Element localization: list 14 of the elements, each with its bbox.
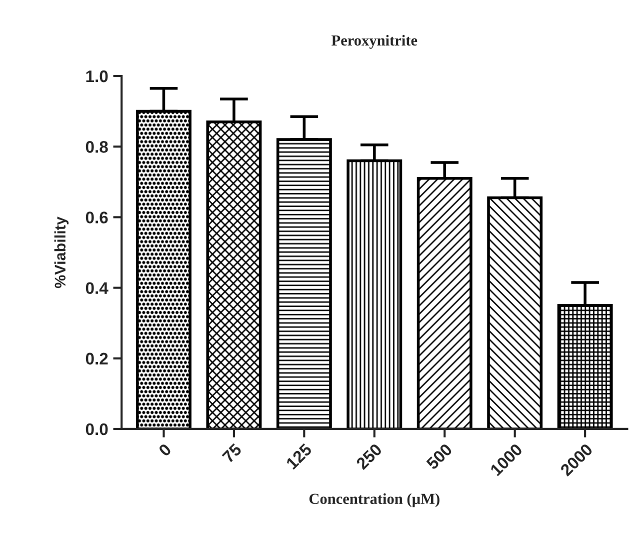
x-tick-label: 75	[222, 442, 242, 464]
x-tick-label: 125	[286, 442, 313, 470]
y-tick-label: 0.6	[86, 212, 108, 224]
x-tick-label: 250	[355, 442, 383, 470]
x-axis-title: Concentration (µM)	[309, 493, 440, 508]
chart-title: Peroxynitrite	[332, 34, 418, 49]
x-tick-label: 0	[158, 442, 172, 457]
y-tick-label: 0.4	[86, 282, 108, 294]
x-tick-label: 500	[426, 442, 453, 470]
y-axis-title: %Viability	[54, 216, 69, 288]
y-tick-label: 0.2	[86, 352, 108, 365]
y-tick-label: 0.8	[86, 141, 108, 153]
y-tick-label: 0.0	[86, 423, 108, 436]
y-tick-label: 1.0	[86, 70, 108, 82]
